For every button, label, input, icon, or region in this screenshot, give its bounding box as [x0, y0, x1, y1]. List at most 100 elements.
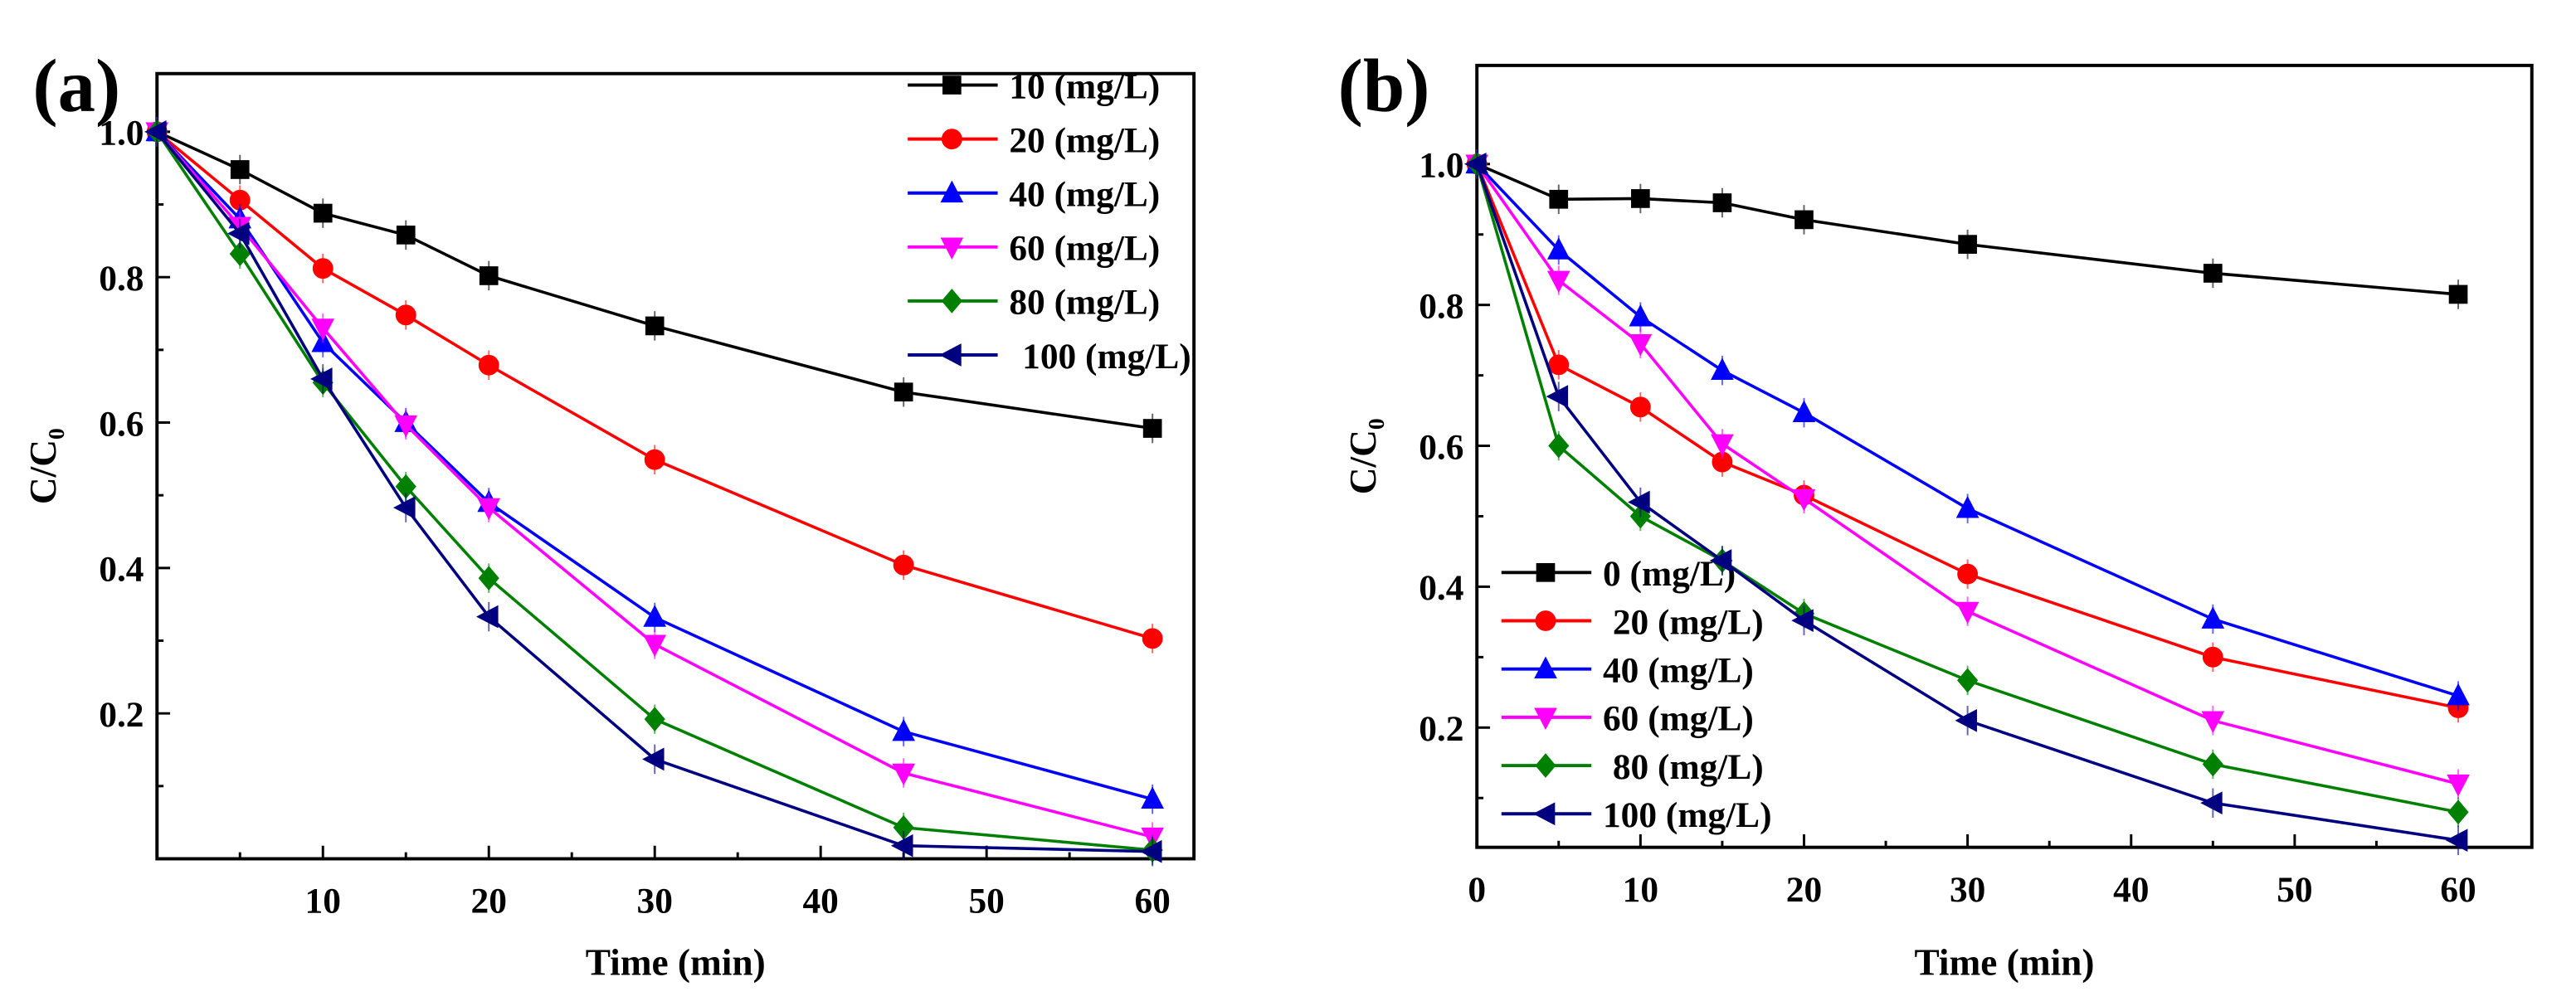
y-tick-label: 0.2 — [99, 695, 144, 735]
data-point — [1711, 434, 1734, 457]
legend-marker — [1535, 753, 1556, 778]
data-point — [310, 367, 333, 391]
data-point — [1139, 839, 1162, 863]
data-point — [311, 318, 335, 341]
x-tick-label: 50 — [2277, 870, 2312, 910]
x-tick-label: 50 — [968, 882, 1004, 921]
legend-marker — [941, 129, 962, 150]
legend-label: 20 (mg/L) — [1009, 120, 1160, 160]
data-point — [892, 718, 915, 741]
legend-entry: 60 (mg/L) — [908, 229, 1160, 269]
data-point — [643, 605, 667, 627]
data-point — [2203, 264, 2223, 283]
series-60mgl — [145, 117, 1164, 852]
legend-label: 100 (mg/L) — [1022, 337, 1191, 377]
data-point — [894, 382, 913, 402]
data-point — [1628, 490, 1650, 514]
legend-entry: 60 (mg/L) — [1501, 699, 1754, 739]
y-tick-label: 0.4 — [99, 550, 144, 590]
legend-label: 10 (mg/L) — [1009, 66, 1160, 106]
data-point — [891, 833, 913, 858]
y-axis-label: C/C0 — [1342, 418, 1389, 494]
series-line — [1476, 163, 2459, 296]
data-point — [1548, 354, 1570, 376]
legend-entry: 80 (mg/L) — [908, 283, 1160, 323]
data-point — [1955, 708, 1977, 732]
x-axis-label: Time (min) — [1914, 942, 2094, 984]
legend-label: 40 (mg/L) — [1009, 175, 1160, 215]
data-point — [2445, 829, 2468, 853]
series-100mgl — [144, 117, 1162, 867]
x-axis-label: Time (min) — [586, 942, 766, 984]
series-40mgl — [1465, 149, 2470, 711]
data-point — [395, 304, 416, 326]
data-point — [1629, 334, 1653, 357]
legend-label: 40 (mg/L) — [1603, 650, 1754, 690]
data-point — [478, 566, 499, 590]
data-point — [396, 226, 416, 245]
data-point — [394, 415, 418, 438]
data-point — [1629, 396, 1651, 418]
legend-marker — [940, 237, 964, 260]
x-tick-label: 60 — [2440, 870, 2476, 910]
data-point — [1792, 488, 1816, 512]
legend-marker — [1532, 802, 1556, 826]
data-point — [1709, 549, 1732, 572]
legend-entry: 20 (mg/L) — [908, 120, 1160, 160]
data-point — [479, 266, 499, 285]
data-point — [393, 496, 416, 519]
data-point — [2200, 791, 2223, 815]
data-point — [230, 160, 250, 179]
legend-entry: 20 (mg/L) — [1501, 602, 1764, 642]
data-point — [1464, 152, 1487, 176]
data-point — [893, 554, 914, 576]
legend-label: 60 (mg/L) — [1603, 699, 1754, 739]
data-point — [1957, 563, 1979, 585]
data-point — [1549, 189, 1569, 209]
data-point — [2201, 606, 2225, 629]
data-point — [644, 449, 665, 470]
y-axis-label: C/C0 — [22, 428, 69, 504]
data-point — [1629, 304, 1653, 327]
data-point — [227, 221, 250, 245]
y-tick-label: 0.2 — [1419, 709, 1463, 749]
legend-marker — [1536, 562, 1556, 582]
legend-marker — [941, 289, 962, 313]
data-point — [1955, 495, 1979, 518]
legend-entry: 100 (mg/L) — [908, 337, 1191, 377]
y-tick-label: 0.6 — [99, 404, 144, 444]
series-line — [156, 130, 1153, 430]
data-point — [1711, 357, 1734, 381]
legend-entry: 0 (mg/L) — [1501, 554, 1736, 594]
y-tick-label: 1.0 — [1419, 146, 1463, 186]
data-point — [1957, 668, 1979, 693]
series-line — [155, 130, 1153, 853]
data-point — [1546, 237, 1570, 260]
x-tick-label: 40 — [2113, 870, 2149, 910]
legend-marker — [1534, 656, 1557, 679]
series-line — [155, 130, 1153, 852]
legend-marker — [939, 343, 962, 367]
data-point — [2447, 774, 2470, 797]
y-tick-label: 0.4 — [1419, 568, 1463, 608]
series-10mgl — [147, 117, 1162, 444]
data-point — [144, 120, 167, 143]
data-point — [478, 354, 499, 376]
x-tick-label: 20 — [1786, 870, 1822, 910]
data-point — [1141, 786, 1164, 809]
series-line — [155, 130, 1153, 838]
y-axis-label-subscript: 0 — [43, 428, 69, 440]
y-tick-label: 0.6 — [1419, 427, 1463, 467]
series-100mgl — [1464, 149, 2468, 855]
data-point — [643, 634, 667, 658]
legend-label: 20 (mg/L) — [1613, 602, 1764, 642]
legend-label: 100 (mg/L) — [1603, 795, 1772, 835]
legend-entry: 40 (mg/L) — [908, 175, 1160, 215]
data-point — [313, 203, 333, 223]
plot-frame — [155, 71, 1196, 861]
legend-marker — [1534, 707, 1557, 731]
series-line — [1475, 163, 2459, 814]
y-tick-label: 1.0 — [99, 114, 144, 153]
series-line — [1475, 163, 2459, 785]
